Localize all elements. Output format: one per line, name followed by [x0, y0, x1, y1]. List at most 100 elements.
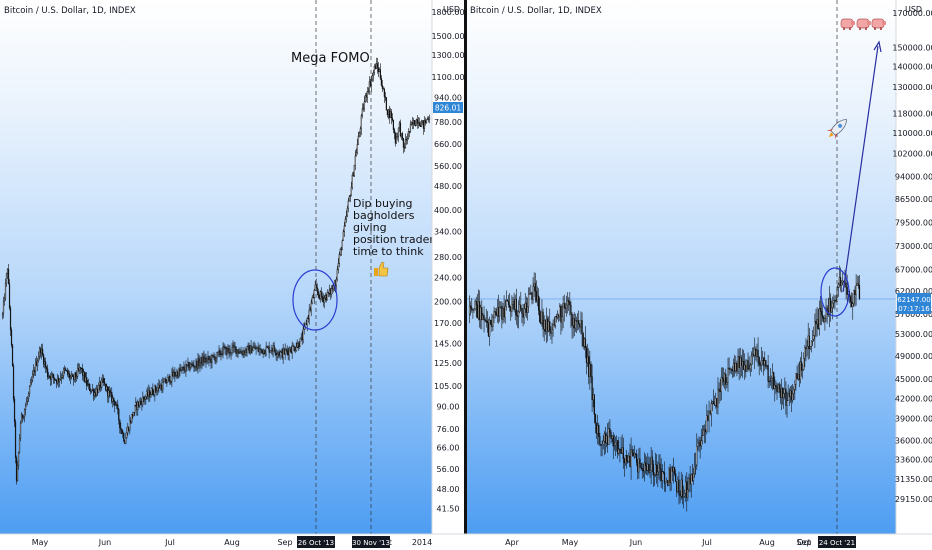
candle-body — [26, 398, 29, 402]
left-price-axis[interactable]: 1800.00 1500.00 1300.00 1100.00 940.00 780.00… — [431, 0, 465, 534]
right-chart-panel[interactable]: Bitcoin / U.S. Dollar, 1D, INDEX — [467, 0, 896, 534]
candle-body — [88, 383, 90, 386]
candle-body — [512, 301, 514, 305]
candle-body — [351, 174, 353, 188]
candle-body — [744, 364, 746, 370]
candle-body — [52, 374, 54, 376]
candle-body — [520, 304, 522, 309]
candle-body — [119, 419, 121, 429]
candle-body — [254, 346, 256, 350]
candle-body — [760, 360, 763, 366]
candle-body — [572, 318, 574, 326]
candle-body — [380, 78, 382, 86]
candle-body — [602, 441, 604, 445]
candle-body — [342, 231, 344, 241]
candle-body — [812, 339, 814, 342]
candle-body — [201, 357, 203, 365]
x-tick-label: May — [32, 538, 49, 547]
candle-body — [375, 63, 377, 69]
candle-body — [394, 132, 397, 144]
candle-body — [805, 347, 807, 349]
candle-body — [338, 254, 340, 264]
candle-body — [316, 287, 318, 292]
candle-body — [337, 263, 339, 270]
candle-body — [395, 136, 398, 144]
candle-body — [27, 393, 30, 400]
candle-body — [541, 311, 543, 325]
candle-body — [199, 361, 201, 366]
annotation-line-3: giving — [353, 221, 387, 234]
candle-body — [840, 282, 843, 286]
candle-body — [546, 318, 549, 332]
candle-body — [801, 369, 804, 371]
candle-body — [650, 456, 652, 471]
candle-body — [780, 388, 783, 398]
candle-body — [230, 352, 232, 354]
candle-body — [330, 288, 332, 295]
left-date-tag-2 — [352, 536, 390, 548]
candle-body — [114, 400, 116, 406]
candle-body — [62, 375, 64, 378]
candle-body — [481, 307, 483, 320]
candle-body — [495, 312, 497, 316]
candle-body — [133, 412, 135, 417]
candle-body — [134, 405, 136, 413]
candle-body — [781, 388, 784, 398]
candle-body — [633, 453, 636, 457]
candle-body — [300, 337, 302, 339]
candle-body — [108, 390, 110, 397]
candle-body — [700, 440, 702, 447]
right-y-tick-labels: 170000.00 150000.00 140000.00 130000.00 1180… — [892, 9, 932, 504]
left-chart-panel[interactable]: Bitcoin / U.S. Dollar, 1D, INDEX Mega FO… — [0, 0, 440, 534]
candle-body — [217, 351, 219, 353]
candle-body — [187, 362, 189, 366]
candle-body — [49, 376, 51, 378]
candle-body — [410, 122, 413, 125]
y-tick-label: 90.00 — [437, 403, 460, 412]
candle-body — [13, 398, 16, 423]
annotation-line-5: time to think — [353, 245, 424, 258]
candle-body — [220, 353, 222, 356]
candle-body — [142, 396, 144, 405]
candle-body — [419, 125, 422, 127]
candle-body — [239, 351, 241, 354]
candle-body — [7, 269, 10, 285]
time-axis[interactable]: MayJunJulAugSepOct2014 AprMayJunJulAugSe… — [0, 533, 932, 550]
candle-body — [296, 342, 298, 348]
candle-body — [167, 377, 169, 383]
candle-body — [44, 361, 46, 365]
right-price-axis[interactable]: 170000.00 150000.00 140000.00 130000.00 1180… — [892, 0, 932, 534]
candle-body — [568, 300, 570, 303]
candle-body — [530, 292, 532, 294]
candle-body — [828, 298, 831, 315]
candle-body — [834, 300, 836, 302]
candle-body — [852, 303, 854, 307]
candle-body — [659, 463, 661, 470]
candle-body — [643, 462, 646, 472]
candle-body — [593, 394, 595, 415]
candle-body — [651, 456, 653, 465]
candle-body — [46, 366, 48, 370]
candle-body — [729, 368, 731, 370]
candle-body — [789, 390, 792, 397]
candle-body — [615, 440, 618, 443]
candle-body — [346, 208, 348, 217]
candle-body — [794, 384, 796, 390]
candle-body — [72, 374, 74, 377]
candle-body — [717, 388, 719, 408]
y-tick-label: 79500.00 — [895, 218, 932, 227]
candle-body — [647, 463, 649, 471]
candle-body — [667, 480, 669, 486]
candle-body — [274, 349, 276, 354]
candle-body — [746, 360, 748, 373]
candle-body — [184, 369, 186, 372]
y-tick-label: 140000.00 — [892, 63, 932, 72]
candle-body — [352, 174, 354, 177]
candle-body — [106, 386, 108, 391]
candle-body — [698, 440, 700, 443]
candle-body — [738, 355, 740, 368]
right-candles — [468, 265, 861, 512]
candle-body — [339, 248, 341, 255]
candle-body — [25, 401, 28, 407]
